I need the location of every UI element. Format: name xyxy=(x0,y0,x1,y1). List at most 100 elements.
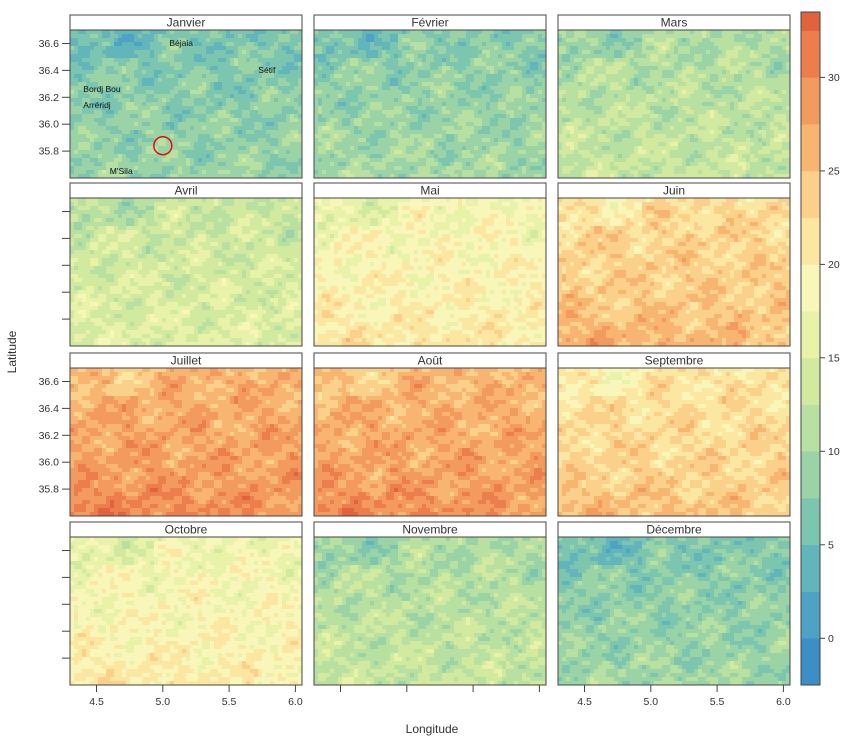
colorbar-swatch xyxy=(801,544,820,592)
x-tick-label: 5.0 xyxy=(155,696,170,708)
colorbar-swatch xyxy=(801,264,820,312)
panel-title: Octobre xyxy=(165,523,208,537)
panel-frame xyxy=(557,536,791,686)
panel-frame xyxy=(313,197,547,347)
map-panel: Avril xyxy=(69,182,303,347)
map-panel: Mai xyxy=(313,182,547,347)
colorbar-tick-label: 5 xyxy=(828,539,834,551)
map-panel: Janvier xyxy=(69,14,303,179)
panel-title: Mars xyxy=(661,16,688,30)
city-label: M'Sila xyxy=(110,166,133,176)
colorbar-swatch xyxy=(801,77,820,125)
panel-frame xyxy=(69,536,303,686)
location-marker-circle xyxy=(153,135,173,156)
x-tick-label: 4.5 xyxy=(577,696,592,708)
y-tick-label: 35.8 xyxy=(39,146,60,158)
panel-frame xyxy=(557,197,791,347)
colorbar-swatch xyxy=(801,498,820,546)
y-tick-label: 36.4 xyxy=(39,65,60,77)
colorbar-swatch xyxy=(801,357,820,405)
colorbar-swatch xyxy=(801,30,820,78)
panel-title: Février xyxy=(411,16,448,30)
map-panel: Octobre xyxy=(69,521,303,686)
city-label: Sétif xyxy=(258,65,276,75)
y-tick-label: 36.4 xyxy=(39,403,60,415)
temperature-field xyxy=(314,198,547,347)
x-tick-label: 6.0 xyxy=(288,696,303,708)
x-tick-label: 5.5 xyxy=(222,696,237,708)
city-label: Bordj Bou xyxy=(83,84,121,94)
temperature-field xyxy=(558,537,791,686)
map-panels: Janvier Février Mars Avril Mai Juin Juillet Aoû… xyxy=(69,14,791,686)
panel-frame xyxy=(69,29,303,179)
colorbar-frame xyxy=(800,11,821,686)
axis-ticks: 36.6 36.4 36.2 36.0 35.8 36.6 36.4 36.2 36.0 35.8… xyxy=(39,38,791,708)
panel-title: Novembre xyxy=(402,523,458,537)
city-label: Béjaia xyxy=(169,38,193,48)
temperature-field xyxy=(314,30,547,179)
y-tick-label: 36.2 xyxy=(39,92,60,104)
map-panel: Septembre xyxy=(557,352,791,517)
colorbar: 0 5 10 15 20 25 30 xyxy=(800,11,840,686)
temperature-field xyxy=(558,198,791,347)
panel-title: Septembre xyxy=(645,354,704,368)
x-tick-label: 5.5 xyxy=(710,696,725,708)
panel-frame xyxy=(557,367,791,517)
panel-frame xyxy=(313,536,547,686)
temperature-field xyxy=(70,368,303,517)
y-tick-label: 36.6 xyxy=(39,38,60,50)
panel-title: Mai xyxy=(420,184,439,198)
y-axis-label: Latitude xyxy=(5,330,19,373)
temperature-field xyxy=(558,368,791,517)
map-panel: Novembre xyxy=(313,521,547,686)
colorbar-tick-label: 30 xyxy=(828,72,840,84)
city-labels: Béjaia Sétif Bordj Bou Arréridj M'Sila xyxy=(83,38,276,176)
colorbar-tick-label: 10 xyxy=(828,446,840,458)
map-panel: Février xyxy=(313,14,547,179)
x-axis-label: Longitude xyxy=(406,722,459,736)
panel-title: Juillet xyxy=(171,354,202,368)
y-tick-label: 36.0 xyxy=(39,119,60,131)
y-tick-label: 35.8 xyxy=(39,484,60,496)
x-tick-label: 4.5 xyxy=(89,696,104,708)
panel-title: Avril xyxy=(174,184,197,198)
colorbar-tick-label: 25 xyxy=(828,165,840,177)
panel-title: Juin xyxy=(663,184,685,198)
panel-title: Janvier xyxy=(167,16,206,30)
y-tick-label: 36.0 xyxy=(39,457,60,469)
x-tick-label: 6.0 xyxy=(776,696,791,708)
temperature-field xyxy=(70,198,303,347)
map-panel: Juin xyxy=(557,182,791,347)
colorbar-tick-label: 15 xyxy=(828,352,840,364)
temperature-field xyxy=(70,537,303,686)
map-panel: Décembre xyxy=(557,521,791,686)
colorbar-swatch xyxy=(801,451,820,499)
city-label: Arréridj xyxy=(83,100,111,110)
colorbar-tick-label: 20 xyxy=(828,259,840,271)
colorbar-swatch xyxy=(801,404,820,452)
panel-frame xyxy=(69,367,303,517)
colorbar-swatch xyxy=(801,591,820,639)
y-tick-label: 36.2 xyxy=(39,430,60,442)
colorbar-swatch xyxy=(801,217,820,265)
colorbar-swatch xyxy=(801,170,820,218)
temperature-field xyxy=(314,368,547,517)
map-panel: Juillet xyxy=(69,352,303,517)
colorbar-tick-label: 0 xyxy=(828,633,834,645)
map-panel: Août xyxy=(313,352,547,517)
map-panel: Mars xyxy=(557,14,791,179)
panel-frame xyxy=(557,29,791,179)
colorbar-swatch xyxy=(801,311,820,359)
colorbar-swatch xyxy=(801,12,820,31)
panel-frame xyxy=(313,367,547,517)
panel-frame xyxy=(313,29,547,179)
temperature-field xyxy=(314,537,547,686)
panel-title: Août xyxy=(418,354,443,368)
temperature-field xyxy=(70,30,303,179)
x-tick-label: 5.0 xyxy=(643,696,658,708)
temperature-field xyxy=(558,30,791,179)
y-tick-label: 36.6 xyxy=(39,376,60,388)
colorbar-swatch xyxy=(801,124,820,172)
colorbar-swatch xyxy=(801,638,820,686)
